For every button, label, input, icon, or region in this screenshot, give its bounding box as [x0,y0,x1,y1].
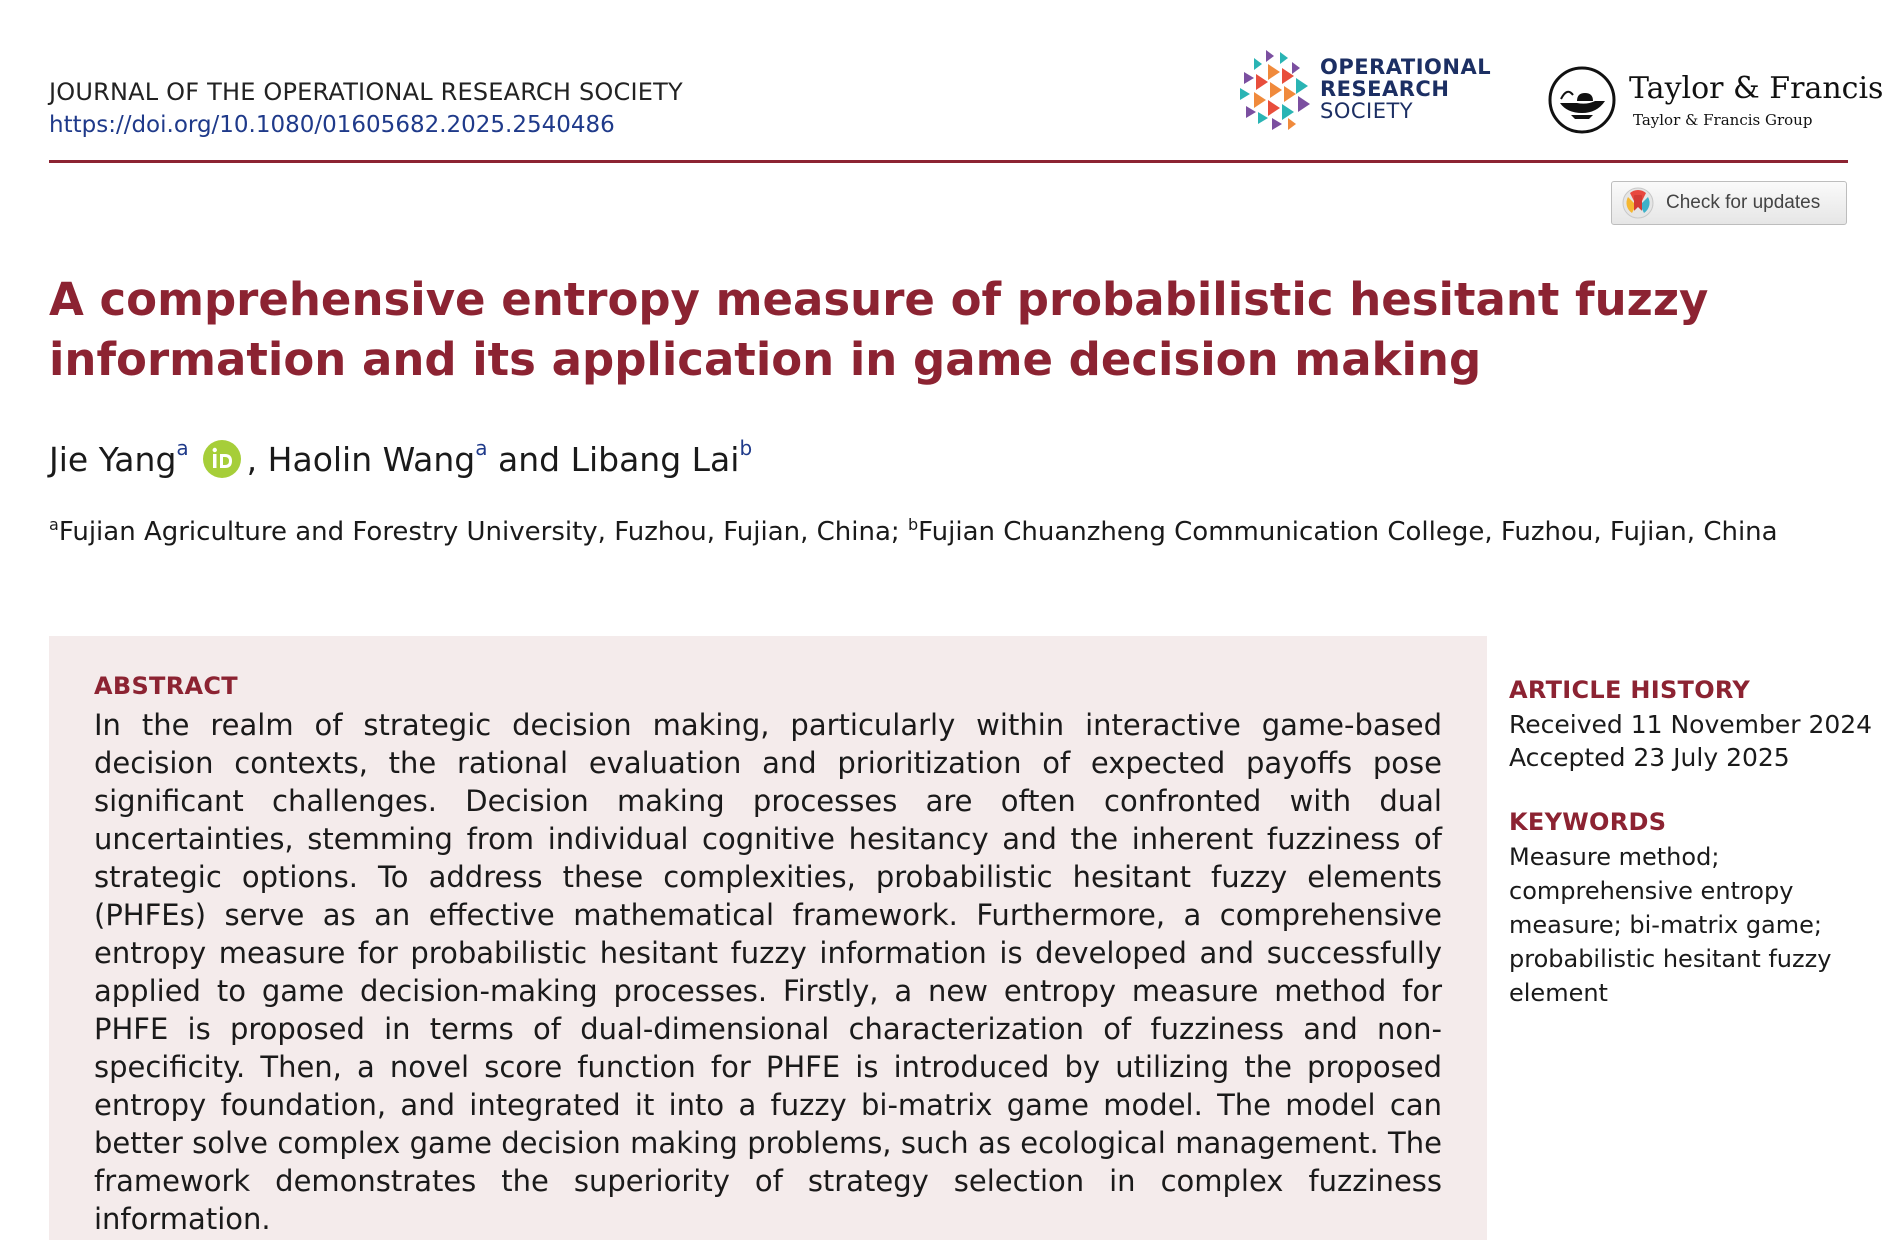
affiliation-text: Fujian Chuanzheng Communication College,… [918,517,1778,547]
oil-lamp-logo-icon [1548,66,1616,134]
affiliation-mark: b [739,436,753,460]
affiliation-mark: a [49,515,59,534]
orcid-icon[interactable] [202,440,241,478]
journal-name: JOURNAL OF THE OPERATIONAL RESEARCH SOCI… [49,78,683,106]
ors-line1: OPERATIONAL [1320,55,1492,79]
article-sidebar: ARTICLE HISTORY Received 11 November 202… [1509,676,1873,1010]
article-history-heading: ARTICLE HISTORY [1509,676,1751,704]
ors-wordmark: OPERATIONAL RESEARCH SOCIETY [1320,56,1491,122]
author-separator: , [246,440,268,479]
article-title: A comprehensive entropy measure of proba… [49,273,1709,386]
keywords-list: Measure method; comprehensive entropy me… [1509,843,1832,1007]
ors-line2: RESEARCH [1320,77,1450,101]
abstract-heading: ABSTRACT [94,672,238,700]
publisher-logo[interactable]: Taylor & Francis Taylor & Francis Group [1547,65,1883,145]
author-name[interactable]: Haolin Wang [267,440,476,479]
abstract-box: ABSTRACT In the realm of strategic decis… [49,636,1487,1240]
ors-line3: SOCIETY [1320,99,1414,123]
author-list: Jie Yanga, Haolin Wanga and Libang Laib [49,438,752,479]
affiliation-mark: b [907,515,919,534]
accepted-date: Accepted 23 July 2025 [1509,743,1790,772]
ors-logo[interactable]: OPERATIONAL RESEARCH SOCIETY [1236,48,1526,138]
affiliation-mark: a [475,436,488,460]
affiliation-mark: a [176,436,189,460]
affiliations: aFujian Agriculture and Forestry Univers… [49,513,1829,552]
ors-pinwheel-logo-icon [1240,50,1310,130]
check-for-updates-button[interactable]: Check for updates [1611,181,1847,225]
received-date: Received 11 November 2024 [1509,710,1873,739]
check-for-updates-label: Check for updates [1666,192,1821,213]
keywords-heading: KEYWORDS [1509,808,1667,836]
author-separator: and [487,440,571,479]
doi-link[interactable]: https://doi.org/10.1080/01605682.2025.25… [49,112,615,138]
header-divider [49,160,1848,163]
author-name[interactable]: Jie Yang [49,440,177,479]
author-name[interactable]: Libang Lai [570,440,740,479]
publisher-group: Taylor & Francis Group [1633,111,1813,129]
crossmark-icon [1622,187,1654,219]
publisher-name: Taylor & Francis [1629,71,1884,106]
abstract-text: In the realm of strategic decision makin… [94,708,1442,1236]
affiliation-text: Fujian Agriculture and Forestry Universi… [58,517,908,547]
